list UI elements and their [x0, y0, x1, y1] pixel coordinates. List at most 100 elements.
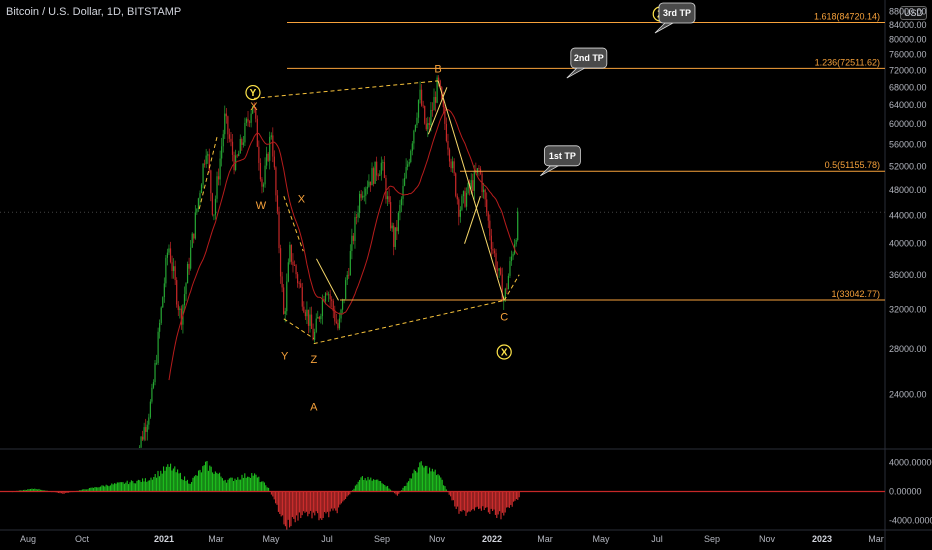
candle-body [224, 113, 226, 135]
oscillator-bar [146, 481, 148, 492]
oscillator-bar [377, 479, 379, 492]
oscillator-bar [185, 480, 187, 492]
oscillator-bar [500, 491, 502, 520]
candle-body [417, 99, 420, 118]
candle-body [422, 105, 424, 107]
oscillator-bar [133, 483, 135, 492]
candle-body [359, 193, 361, 213]
oscillator-bar [441, 479, 443, 492]
x-tick-label: Aug [20, 534, 36, 544]
oscillator-bar [349, 491, 351, 495]
callout-label: 3rd TP [663, 8, 691, 18]
candle-body [411, 143, 413, 151]
candle-body [495, 253, 497, 270]
oscillator-bar [206, 461, 208, 492]
candle-body [490, 235, 492, 250]
candle-body [483, 189, 485, 193]
candle-body [295, 265, 297, 275]
oscillator-bar [135, 483, 137, 492]
oscillator-bar [510, 491, 512, 505]
candle-body [400, 198, 403, 205]
oscillator-bar [448, 491, 450, 495]
oscillator-bar [473, 491, 475, 511]
candle-body [287, 262, 289, 282]
oscillator-bar [464, 491, 466, 511]
candle-body [207, 154, 209, 156]
oscillator-bar [182, 480, 184, 492]
candle-body [507, 275, 510, 290]
candle-body [300, 283, 302, 288]
x-tick-label: Jul [321, 534, 333, 544]
oscillator-bar [144, 478, 146, 492]
candle-body [458, 199, 460, 217]
y-tick-label: 24000.00 [889, 389, 927, 399]
candle-body [200, 184, 203, 194]
oscillator-bar [459, 491, 461, 512]
oscillator-bar [132, 481, 134, 492]
candle-body [236, 155, 238, 157]
oscillator-bar [307, 491, 309, 517]
oscillator-bar [230, 477, 232, 492]
oscillator-bar [192, 477, 194, 492]
candle-body [354, 217, 356, 241]
oscillator-bar [123, 483, 125, 492]
candle-body [326, 293, 328, 295]
oscillator-bar [296, 491, 298, 516]
oscillator-bar [300, 491, 302, 519]
oscillator-tick-label: 0.00000 [889, 487, 922, 497]
candle-body [393, 225, 395, 247]
candle-body [233, 154, 235, 171]
candle-body [138, 447, 141, 448]
oscillator-bar [384, 485, 386, 492]
oscillator-bar [60, 491, 62, 494]
candle-body [216, 176, 218, 199]
wave-label: W [256, 200, 267, 212]
wave-circle-marker [496, 344, 512, 360]
candle-body [346, 274, 348, 281]
candle-body [391, 225, 393, 229]
oscillator-bar [191, 482, 193, 492]
oscillator-bar [462, 491, 464, 511]
y-tick-label: 40000.00 [889, 239, 927, 249]
candle-body [438, 77, 440, 81]
oscillator-bar [333, 491, 335, 509]
oscillator-bar [111, 483, 113, 492]
candle-body [397, 212, 399, 232]
oscillator-bar [263, 482, 265, 492]
oscillator-bar [104, 486, 106, 492]
candle-body [279, 248, 282, 277]
oscillator-bar [506, 491, 508, 508]
oscillator-bar [492, 491, 494, 511]
currency-button[interactable]: USD [900, 6, 928, 20]
oscillator-bar [277, 491, 279, 512]
candle-body [227, 116, 229, 135]
candle-body [405, 166, 407, 179]
oscillator-bar [304, 491, 306, 513]
candle-body [444, 107, 446, 124]
candle-body [275, 167, 277, 196]
oscillator-bar [143, 481, 145, 492]
oscillator-bar [368, 479, 370, 492]
candle-body [281, 276, 283, 288]
oscillator-bar [403, 486, 405, 492]
oscillator-bar [119, 482, 121, 492]
candle-body [179, 308, 181, 310]
oscillator-bar [499, 491, 501, 512]
oscillator-bar [175, 472, 177, 492]
candle-body [487, 212, 489, 221]
oscillator-bar [511, 491, 513, 507]
oscillator-bar [273, 491, 275, 500]
oscillator-bar [81, 489, 83, 492]
oscillator-bar [172, 468, 174, 492]
oscillator-bar [291, 491, 293, 518]
oscillator-bar [100, 486, 102, 492]
candle-body [320, 316, 322, 320]
oscillator-bar [249, 477, 251, 492]
candle-body [165, 257, 167, 284]
candle-body [377, 175, 379, 177]
oscillator-bar [454, 491, 456, 507]
oscillator-bar [121, 482, 123, 492]
candle-body [439, 80, 441, 88]
wave-c-line [437, 80, 505, 301]
